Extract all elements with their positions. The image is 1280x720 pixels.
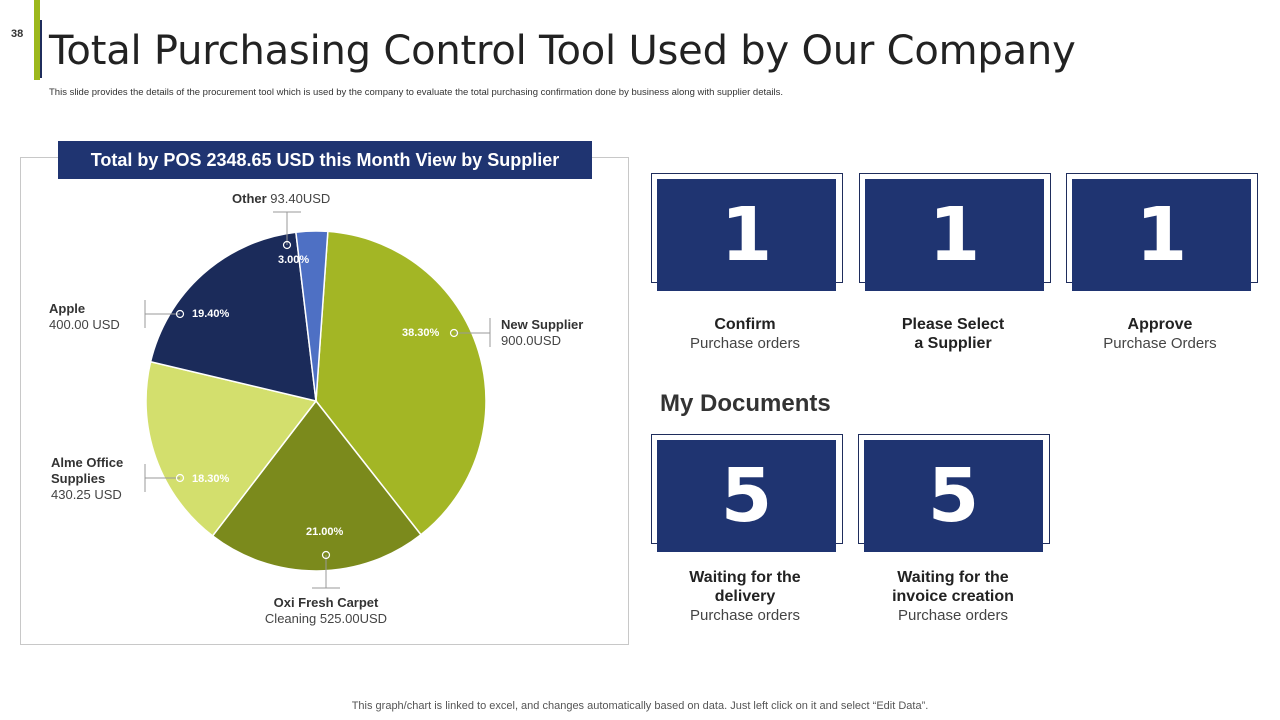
label-oxi-name: Oxi Fresh Carpet <box>273 595 379 610</box>
card-caption-confirm-line1: Confirm <box>714 316 776 333</box>
label-other-name: Other <box>232 191 267 206</box>
card-count-approve[interactable]: 1 <box>1072 179 1251 291</box>
chart-frame[interactable] <box>20 157 629 645</box>
chart-title: Total by POS 2348.65 USD this Month View… <box>58 141 592 179</box>
label-other: Other 93.40USD <box>232 191 330 207</box>
card-caption-approve-line1: Approve <box>1127 316 1193 333</box>
label-other-amount: 93.40USD <box>270 191 331 206</box>
label-apple: Apple 400.00 USD <box>49 301 120 333</box>
title-accent-bar <box>34 0 40 80</box>
doc-caption-delivery-line3: Purchase orders <box>689 607 801 624</box>
card-caption-approve-line2: Purchase Orders <box>1103 335 1217 352</box>
doc-caption-invoice-line3: Purchase orders <box>897 607 1009 624</box>
label-alme-amount: 430.25 USD <box>51 487 122 502</box>
label-new-supplier-name: New Supplier <box>501 317 584 332</box>
my-documents-heading: My Documents <box>660 390 831 417</box>
label-new-supplier-amount: 900.0USD <box>501 333 561 348</box>
label-alme: Alme Office Supplies 430.25 USD <box>51 455 123 503</box>
doc-caption-invoice: Waiting for the invoice creation Purchas… <box>853 568 1053 625</box>
footer-note: This graph/chart is linked to excel, and… <box>351 700 929 712</box>
card-count-confirm[interactable]: 1 <box>657 179 836 291</box>
doc-caption-delivery: Waiting for the delivery Purchase orders <box>645 568 845 625</box>
doc-caption-invoice-line1: Waiting for the <box>897 569 1009 586</box>
label-alme-name-2: Supplies <box>51 471 106 486</box>
page-subtitle: This slide provides the details of the p… <box>49 87 784 98</box>
label-new-supplier: New Supplier 900.0USD <box>501 317 583 349</box>
doc-caption-delivery-line2: delivery <box>714 588 776 605</box>
card-caption-select-supplier-line1: Please Select <box>901 316 1005 333</box>
card-caption-select-supplier-line2: a Supplier <box>914 335 992 352</box>
label-oxi-amount: Cleaning 525.00USD <box>264 611 388 626</box>
card-caption-confirm: Confirm Purchase orders <box>645 315 845 353</box>
card-caption-select-supplier: Please Select a Supplier <box>853 315 1053 353</box>
card-count-select-supplier[interactable]: 1 <box>865 179 1044 291</box>
doc-count-delivery[interactable]: 5 <box>657 440 836 552</box>
slide-number: 38 <box>11 28 24 40</box>
label-oxi: Oxi Fresh Carpet Cleaning 525.00USD <box>264 595 388 627</box>
title-accent-line <box>40 20 42 78</box>
doc-caption-delivery-line1: Waiting for the <box>689 569 801 586</box>
label-alme-name-1: Alme Office <box>51 455 124 470</box>
doc-count-invoice[interactable]: 5 <box>864 440 1043 552</box>
card-caption-approve: Approve Purchase Orders <box>1060 315 1260 353</box>
page-title: Total Purchasing Control Tool Used by Ou… <box>49 28 1076 74</box>
label-apple-amount: 400.00 USD <box>49 317 120 332</box>
label-apple-name: Apple <box>49 301 86 316</box>
doc-caption-invoice-line2: invoice creation <box>892 588 1014 605</box>
card-caption-confirm-line2: Purchase orders <box>689 335 801 352</box>
